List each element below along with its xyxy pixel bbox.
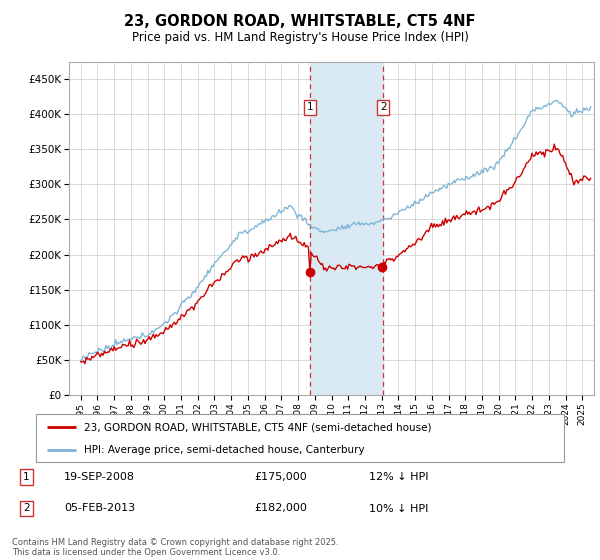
Text: 10% ↓ HPI: 10% ↓ HPI	[369, 503, 428, 514]
Text: 05-FEB-2013: 05-FEB-2013	[64, 503, 135, 514]
Text: 23, GORDON ROAD, WHITSTABLE, CT5 4NF (semi-detached house): 23, GORDON ROAD, WHITSTABLE, CT5 4NF (se…	[83, 422, 431, 432]
Text: £175,000: £175,000	[254, 472, 307, 482]
Text: 19-SEP-2008: 19-SEP-2008	[64, 472, 135, 482]
Text: Price paid vs. HM Land Registry's House Price Index (HPI): Price paid vs. HM Land Registry's House …	[131, 31, 469, 44]
Text: 12% ↓ HPI: 12% ↓ HPI	[369, 472, 428, 482]
Text: 23, GORDON ROAD, WHITSTABLE, CT5 4NF: 23, GORDON ROAD, WHITSTABLE, CT5 4NF	[124, 14, 476, 29]
Text: 2: 2	[380, 102, 386, 112]
Text: Contains HM Land Registry data © Crown copyright and database right 2025.
This d: Contains HM Land Registry data © Crown c…	[12, 538, 338, 557]
Text: 1: 1	[307, 102, 313, 112]
Text: 2: 2	[23, 503, 30, 514]
Bar	[310, 62, 383, 395]
Text: £182,000: £182,000	[254, 503, 307, 514]
FancyBboxPatch shape	[36, 414, 564, 462]
Text: 1: 1	[23, 472, 30, 482]
Text: HPI: Average price, semi-detached house, Canterbury: HPI: Average price, semi-detached house,…	[83, 445, 364, 455]
